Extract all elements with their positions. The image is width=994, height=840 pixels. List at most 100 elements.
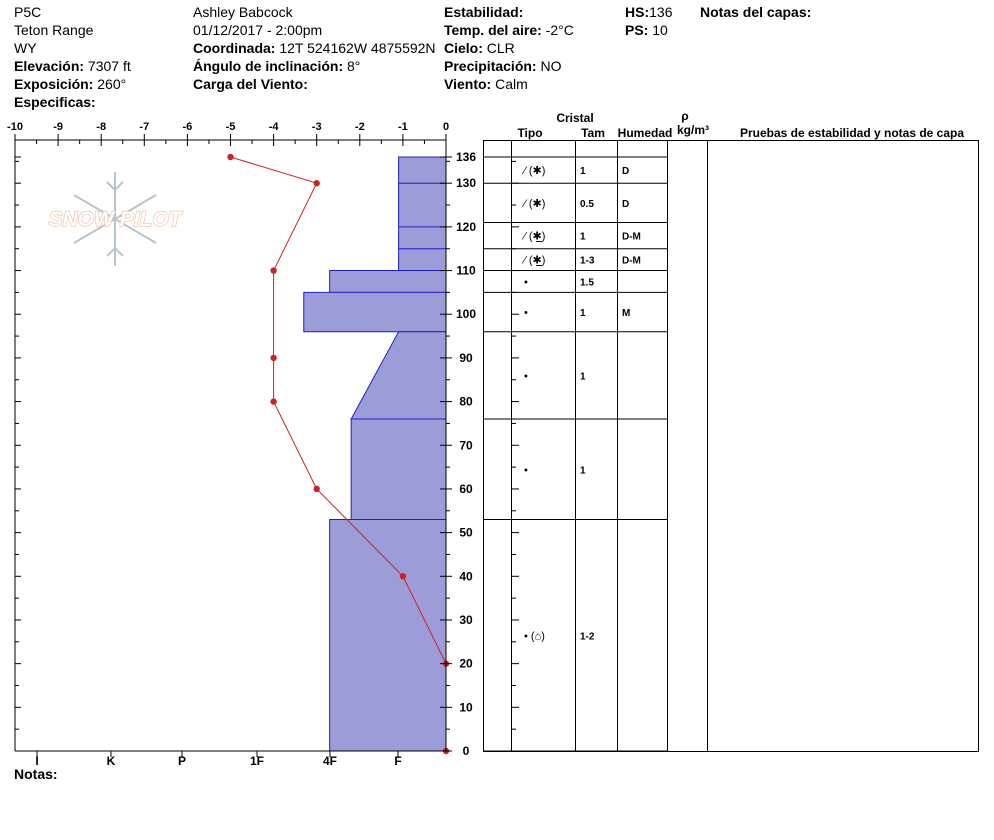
specifics-label: Especificas: xyxy=(14,94,96,110)
height-tick-label: 70 xyxy=(459,438,473,452)
range-name: Teton Range xyxy=(14,22,94,38)
height-tick-label: 50 xyxy=(459,526,473,540)
height-tick-label: 80 xyxy=(459,395,473,409)
coord-label: Coordinada: xyxy=(193,40,276,56)
temp-tick-label: -10 xyxy=(7,121,23,133)
snowflake-icon xyxy=(73,172,157,266)
hardness-tick-label: K xyxy=(107,754,116,768)
table-border xyxy=(483,140,979,752)
crystal-type: ⁄ (✱̲) xyxy=(521,255,545,267)
coord-value: 12T 524162W 4875592N xyxy=(279,40,436,56)
elevation-label: Elevación: xyxy=(14,58,85,74)
crystal-type: ⁄ (✱̲) xyxy=(521,231,545,243)
temp-tick-label: -8 xyxy=(96,121,106,133)
hardness-tick-label: P xyxy=(178,754,186,768)
aspect-label: Exposición: xyxy=(14,76,94,92)
crystal-size: 1-2 xyxy=(580,631,595,642)
temperature-point xyxy=(270,398,277,405)
type-header: Tipo xyxy=(517,126,542,140)
height-tick-label: 90 xyxy=(459,351,473,365)
size-header: Tam xyxy=(581,126,605,140)
moisture-value: D-M xyxy=(622,256,641,267)
ps-label: PS: xyxy=(625,22,649,38)
temp-tick-label: -1 xyxy=(398,121,408,133)
crystal-type: ⁄ (✱) xyxy=(521,198,545,210)
height-tick-label: 130 xyxy=(456,176,476,190)
crystal-type: • xyxy=(524,464,528,476)
temp-tick-label: -4 xyxy=(269,121,280,133)
height-tick-label: 30 xyxy=(459,613,473,627)
height-tick-label: 10 xyxy=(459,700,473,714)
stability-label: Estabilidad: xyxy=(444,4,524,20)
datetime: 01/12/2017 - 2:00pm xyxy=(193,22,323,38)
hardness-tick-label: I xyxy=(35,754,38,768)
crystal-type: • xyxy=(524,307,528,319)
ps-value: 10 xyxy=(652,22,668,38)
ps-field: PS: 10 xyxy=(625,22,668,38)
hardness-tick-label: 4F xyxy=(323,754,337,768)
temp-tick-label: -9 xyxy=(53,121,63,133)
snowpilot-logo: SNOW PILOT xyxy=(48,172,184,266)
temp-tick-label: -7 xyxy=(139,121,149,133)
crystal-size: 1 xyxy=(580,232,586,243)
moisture-value: D xyxy=(622,199,629,210)
elevation-field: Elevación: 7307 ft xyxy=(14,58,131,74)
notes-label: Notas: xyxy=(14,766,58,782)
crystal-size: 1 xyxy=(580,166,586,177)
hardness-bar xyxy=(350,331,447,420)
elevation-value: 7307 ft xyxy=(87,58,131,74)
height-tick-label: 0 xyxy=(463,744,470,758)
moisture-value: D xyxy=(622,166,629,177)
temperature-point xyxy=(227,153,234,161)
wind-field: Viento: Calm xyxy=(444,76,528,92)
height-tick-label: 120 xyxy=(456,220,476,234)
slope-value: 8° xyxy=(347,58,361,74)
crystal-header: Cristal xyxy=(556,111,593,125)
coord-field: Coordinada: 12T 524162W 4875592N xyxy=(193,40,436,56)
site-name: P5C xyxy=(14,4,42,20)
height-tick-label: 100 xyxy=(456,307,476,321)
crystal-size: 1-3 xyxy=(580,256,595,267)
temp-tick-label: -2 xyxy=(355,121,365,133)
temp-tick-label: -6 xyxy=(183,121,193,133)
crystal-size: 1 xyxy=(580,308,586,319)
hardness-bar xyxy=(398,156,447,272)
hardness-tick-label: F xyxy=(394,754,401,768)
moisture-header: Humedad xyxy=(618,126,673,140)
aspect-field: Exposición: 260° xyxy=(14,76,126,92)
air-temp-field: Temp. del aire: -2°C xyxy=(444,22,574,38)
state-name: WY xyxy=(14,40,37,56)
crystal-type: • xyxy=(524,276,528,288)
precip-field: Precipitación: NO xyxy=(444,58,561,74)
temperature-point xyxy=(270,354,277,362)
height-tick-label: 40 xyxy=(459,569,473,583)
sky-label: Cielo: xyxy=(444,40,483,56)
wind-label: Viento: xyxy=(444,76,492,92)
height-tick-label: 20 xyxy=(459,657,473,671)
crystal-type: • xyxy=(524,370,528,382)
precip-value: NO xyxy=(540,58,562,74)
density-unit: kg/m³ xyxy=(677,123,709,137)
layer-table-frame xyxy=(483,140,979,752)
moisture-value: M xyxy=(622,308,630,319)
tests-header: Pruebas de estabilidad y notas de capa xyxy=(740,126,964,140)
hardness-bar xyxy=(329,519,447,752)
logo-text: SNOW PILOT xyxy=(49,208,184,231)
height-tick-label: 110 xyxy=(456,264,476,278)
moisture-value: D-M xyxy=(622,232,641,243)
temperature-point xyxy=(270,267,277,274)
hardness-bar xyxy=(350,418,447,521)
height-tick-label: 60 xyxy=(459,482,473,496)
hs-value: 136 xyxy=(649,4,673,20)
slope-label: Ángulo de inclinación: xyxy=(193,58,344,74)
wind-value: Calm xyxy=(495,76,528,92)
temp-tick-label: -3 xyxy=(312,121,322,133)
observer-name: Ashley Babcock xyxy=(193,4,293,20)
height-tick-label: 136 xyxy=(456,150,476,164)
sky-value: CLR xyxy=(486,40,515,56)
temperature-point xyxy=(313,485,320,493)
hardness-tick-label: 1F xyxy=(250,754,264,768)
slope-field: Ángulo de inclinación: 8° xyxy=(193,58,360,74)
temp-tick-label: -5 xyxy=(226,121,236,133)
